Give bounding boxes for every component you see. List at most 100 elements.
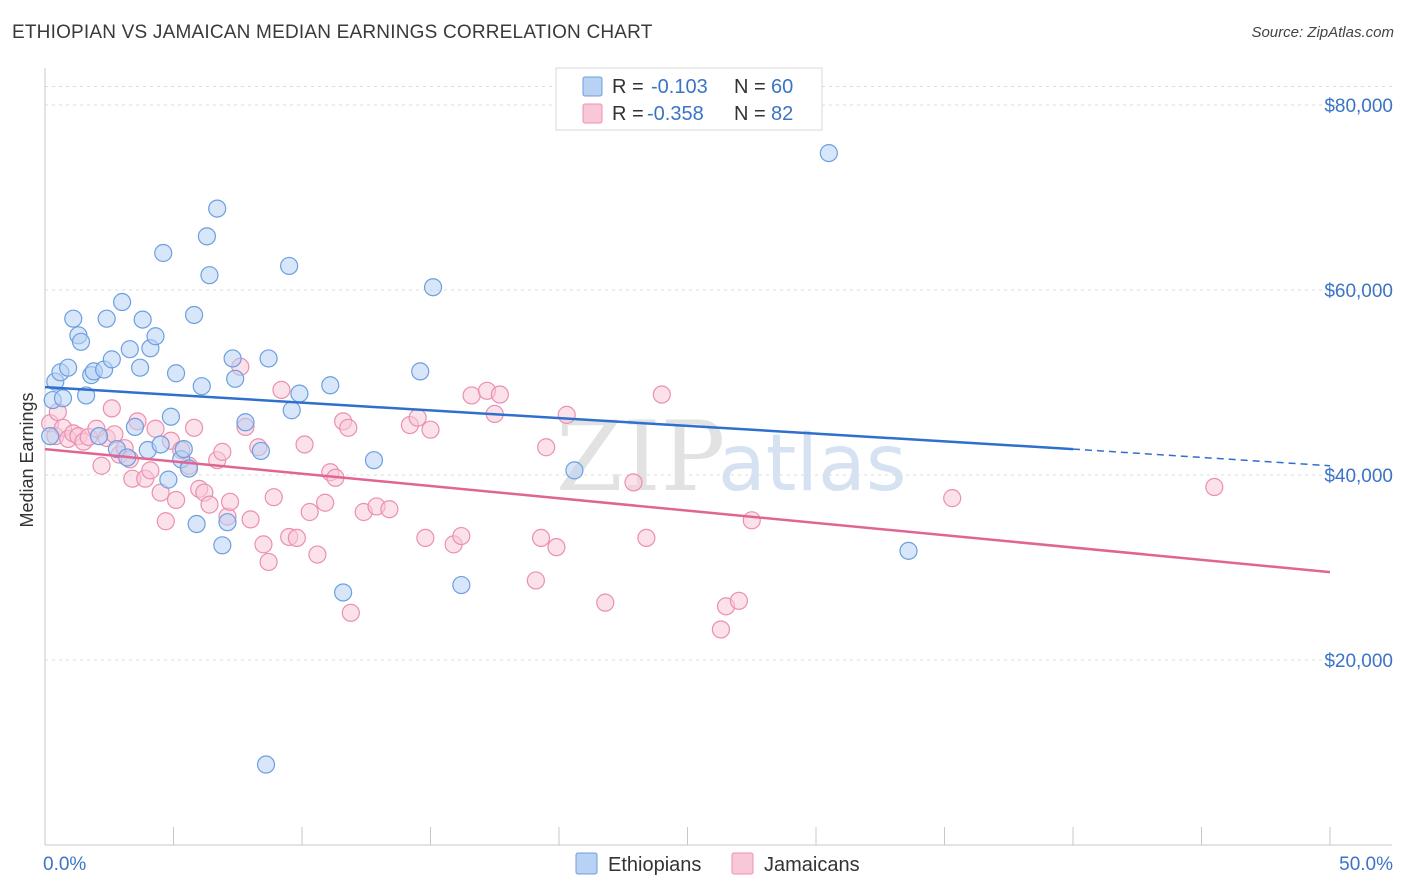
point-jamaicans: [200, 495, 219, 514]
point-ethiopians: [819, 144, 838, 163]
point-ethiopians: [187, 514, 206, 534]
legend-swatch-jamaicans: [582, 103, 603, 124]
point-jamaicans: [537, 438, 556, 457]
point-jamaicans: [184, 418, 204, 437]
point-jamaicans: [742, 511, 761, 530]
point-jamaicans: [272, 380, 291, 399]
point-jamaicans: [102, 399, 121, 418]
point-jamaicans: [526, 571, 545, 590]
point-jamaicans: [421, 420, 440, 439]
point-ethiopians: [899, 541, 918, 560]
point-jamaicans: [341, 603, 360, 622]
point-jamaicans: [547, 538, 566, 557]
point-ethiopians: [223, 349, 242, 368]
point-ethiopians: [226, 369, 245, 388]
point-jamaicans: [141, 461, 160, 480]
correlation-legend: R = -0.103 N = 60 R = -0.358 N = 82: [555, 67, 823, 131]
point-jamaicans: [490, 385, 509, 404]
point-jamaicans: [308, 545, 327, 564]
legend-n-label-jamaicans: N =: [734, 103, 766, 125]
point-ethiopians: [251, 441, 270, 461]
x-tick-label-max: 50.0%: [1339, 854, 1393, 875]
point-ethiopians: [321, 376, 340, 395]
trend-line-ethiopians: [44, 385, 1074, 451]
point-ethiopians: [146, 327, 165, 346]
point-ethiopians: [452, 575, 471, 595]
point-ethiopians: [151, 435, 170, 454]
bottom-legend-swatch-ethiopians: [575, 852, 598, 875]
point-ethiopians: [97, 309, 116, 328]
point-ethiopians: [102, 350, 121, 369]
point-ethiopians: [192, 377, 211, 396]
legend-r-label-ethiopians: R =: [612, 76, 644, 98]
y-tick-label: $20,000: [1324, 651, 1393, 672]
point-jamaicans: [259, 552, 278, 572]
point-ethiopians: [218, 513, 237, 532]
point-jamaicans: [316, 493, 335, 512]
point-ethiopians: [280, 256, 299, 276]
watermark-zip: ZIP: [556, 401, 725, 513]
y-tick-label: $40,000: [1324, 466, 1393, 487]
point-ethiopians: [159, 470, 178, 489]
point-jamaicans: [729, 591, 749, 610]
watermark: ZIP atlas: [556, 401, 907, 513]
point-jamaicans: [462, 386, 481, 405]
legend-r-label-jamaicans: R =: [612, 103, 644, 125]
point-ethiopians: [59, 358, 78, 377]
bottom-legend-label-jamaicans: Jamaicans: [764, 854, 860, 876]
point-jamaicans: [652, 385, 671, 404]
point-ethiopians: [166, 364, 186, 383]
bottom-legend-label-ethiopians: Ethiopians: [608, 854, 701, 876]
point-ethiopians: [71, 332, 91, 351]
point-ethiopians: [64, 309, 83, 328]
legend-r-value-jamaicans: -0.358: [647, 103, 704, 125]
point-jamaicans: [264, 488, 283, 507]
point-jamaicans: [596, 593, 615, 612]
legend-r-value-ethiopians: -0.103: [651, 76, 708, 98]
point-ethiopians: [290, 384, 309, 403]
axes: [44, 68, 1392, 846]
point-ethiopians: [213, 536, 232, 555]
legend-n-value-ethiopians: 60: [771, 76, 793, 98]
point-ethiopians: [161, 407, 181, 426]
point-jamaicans: [241, 510, 260, 529]
point-jamaicans: [531, 528, 551, 548]
bottom-legend-swatch-jamaicans: [731, 852, 754, 875]
y-tick-labels: $20,000 $40,000 $60,000 $80,000: [1324, 96, 1393, 672]
point-ethiopians: [154, 243, 173, 263]
y-tick-label: $60,000: [1324, 281, 1393, 302]
point-ethiopians: [565, 461, 584, 480]
point-ethiopians: [236, 413, 255, 432]
point-jamaicans: [254, 535, 273, 554]
point-jamaicans: [624, 473, 643, 492]
point-jamaicans: [287, 528, 306, 548]
point-jamaicans: [166, 490, 186, 510]
legend-n-label-ethiopians: N =: [734, 76, 766, 98]
point-ethiopians: [133, 310, 152, 329]
point-ethiopians: [89, 427, 109, 446]
point-jamaicans: [295, 435, 314, 454]
point-ethiopians: [208, 199, 227, 218]
source-label: Source: ZipAtlas.com: [1251, 24, 1394, 41]
point-jamaicans: [557, 405, 576, 424]
point-ethiopians: [41, 427, 60, 446]
point-jamaicans: [416, 528, 435, 548]
chart-title: ETHIOPIAN VS JAMAICAN MEDIAN EARNINGS CO…: [12, 22, 653, 43]
point-ethiopians: [282, 401, 301, 420]
point-ethiopians: [411, 362, 430, 381]
point-ethiopians: [423, 278, 443, 297]
point-jamaicans: [146, 419, 165, 438]
point-ethiopians: [184, 305, 204, 325]
point-jamaicans: [339, 418, 358, 437]
point-jamaicans: [156, 512, 175, 531]
point-ethiopians: [200, 266, 219, 285]
point-jamaicans: [380, 500, 399, 519]
point-ethiopians: [112, 292, 132, 312]
point-ethiopians: [77, 386, 96, 405]
trend-lines: [44, 385, 1331, 574]
point-ethiopians: [120, 340, 139, 359]
trend-line-jamaicans: [44, 447, 1331, 574]
point-jamaicans: [300, 502, 319, 522]
legend-swatch-ethiopians: [582, 76, 603, 97]
